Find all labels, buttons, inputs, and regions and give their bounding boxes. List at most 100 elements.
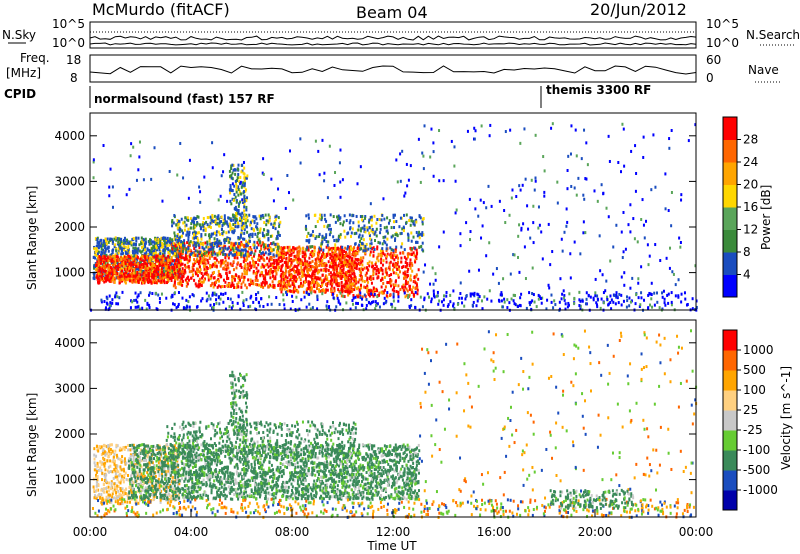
range-gate-cell bbox=[131, 271, 134, 275]
range-gate-cell bbox=[224, 263, 227, 267]
range-gate-cell bbox=[265, 223, 268, 227]
range-gate-cell bbox=[231, 163, 234, 167]
range-gate-cell bbox=[344, 246, 347, 250]
range-gate-cell bbox=[284, 266, 287, 270]
range-gate-cell bbox=[104, 239, 107, 243]
range-gate-cell bbox=[368, 264, 371, 268]
range-gate-cell bbox=[589, 295, 592, 299]
range-gate-cell bbox=[442, 298, 445, 302]
range-gate-cell bbox=[244, 189, 247, 193]
range-gate-cell bbox=[285, 256, 288, 260]
range-gate-cell bbox=[233, 229, 236, 233]
range-gate-cell bbox=[293, 284, 296, 288]
range-gate-cell bbox=[161, 237, 164, 241]
range-gate-cell bbox=[249, 261, 252, 265]
range-gate-cell bbox=[157, 293, 160, 297]
range-gate-cell bbox=[113, 264, 116, 268]
range-gate-cell bbox=[187, 238, 190, 242]
range-gate-cell bbox=[122, 257, 125, 261]
range-gate-cell bbox=[320, 278, 323, 282]
range-gate-cell bbox=[197, 253, 200, 257]
range-gate-cell bbox=[181, 229, 184, 233]
range-gate-cell bbox=[172, 241, 175, 245]
range-gate-cell bbox=[185, 298, 188, 302]
range-gate-cell bbox=[172, 253, 175, 257]
range-gate-cell bbox=[472, 300, 475, 304]
range-gate-cell bbox=[377, 252, 380, 256]
range-gate-cell bbox=[381, 242, 384, 246]
range-gate-cell bbox=[96, 268, 99, 272]
range-gate-cell bbox=[409, 223, 412, 227]
range-gate-cell bbox=[386, 231, 389, 235]
range-gate-cell bbox=[187, 278, 190, 282]
range-gate-cell bbox=[531, 299, 534, 303]
range-gate-cell bbox=[134, 274, 137, 278]
range-gate-cell bbox=[177, 223, 180, 227]
range-gate-cell bbox=[359, 274, 362, 278]
range-gate-cell bbox=[230, 218, 233, 222]
range-gate-cell bbox=[184, 278, 187, 282]
range-gate-cell bbox=[670, 303, 673, 307]
range-gate-cell bbox=[109, 265, 112, 269]
range-gate-cell bbox=[366, 280, 369, 284]
range-gate-cell bbox=[165, 281, 168, 285]
range-gate-cell bbox=[245, 244, 248, 248]
range-gate-cell bbox=[186, 241, 189, 245]
range-gate-cell bbox=[407, 267, 410, 271]
range-gate-cell bbox=[152, 276, 155, 280]
range-gate-cell bbox=[340, 249, 343, 253]
range-gate-cell bbox=[188, 305, 191, 309]
range-gate-cell bbox=[635, 171, 638, 175]
range-gate-cell bbox=[488, 241, 491, 245]
range-gate-cell bbox=[234, 241, 237, 245]
range-gate-cell bbox=[251, 256, 254, 260]
range-gate-cell bbox=[340, 258, 343, 262]
range-gate-cell bbox=[524, 177, 527, 181]
range-gate-cell bbox=[184, 224, 187, 228]
range-gate-cell bbox=[421, 222, 424, 226]
range-gate-cell bbox=[397, 273, 400, 277]
range-gate-cell bbox=[573, 302, 576, 306]
range-gate-cell bbox=[282, 277, 285, 281]
range-gate-cell bbox=[602, 291, 605, 295]
range-gate-cell bbox=[267, 219, 270, 223]
range-gate-cell bbox=[578, 298, 581, 302]
range-gate-cell bbox=[232, 163, 235, 167]
range-gate-cell bbox=[237, 167, 240, 171]
range-gate-cell bbox=[344, 235, 347, 239]
range-gate-cell bbox=[352, 250, 355, 254]
range-gate-cell bbox=[376, 218, 379, 222]
range-gate-cell bbox=[343, 255, 346, 259]
range-gate-cell bbox=[136, 300, 139, 304]
range-gate-cell bbox=[393, 220, 396, 224]
range-gate-cell bbox=[346, 264, 349, 268]
range-gate-cell bbox=[198, 277, 201, 281]
range-gate-cell bbox=[288, 258, 291, 262]
range-gate-cell bbox=[244, 265, 247, 269]
range-gate-cell bbox=[585, 297, 588, 301]
range-gate-cell bbox=[436, 290, 439, 294]
range-gate-cell bbox=[403, 289, 406, 293]
range-gate-cell bbox=[136, 273, 139, 277]
range-gate-cell bbox=[585, 291, 588, 295]
range-gate-cell bbox=[293, 282, 296, 286]
range-gate-cell bbox=[567, 301, 570, 305]
range-gate-cell bbox=[158, 255, 161, 259]
range-gate-cell bbox=[315, 235, 318, 239]
range-gate-cell bbox=[399, 232, 402, 236]
range-gate-cell bbox=[247, 264, 250, 268]
range-gate-cell bbox=[123, 248, 126, 252]
range-gate-cell bbox=[119, 246, 122, 250]
range-gate-cell bbox=[260, 244, 263, 248]
range-gate-cell bbox=[342, 284, 345, 288]
range-gate-cell bbox=[685, 303, 688, 307]
range-gate-cell bbox=[114, 236, 117, 240]
range-gate-cell bbox=[303, 266, 306, 270]
range-gate-cell bbox=[256, 235, 259, 239]
range-gate-cell bbox=[195, 216, 198, 220]
range-gate-cell bbox=[183, 220, 186, 224]
range-gate-cell bbox=[151, 240, 154, 244]
range-gate-cell bbox=[267, 265, 270, 269]
range-gate-cell bbox=[275, 266, 278, 270]
range-gate-cell bbox=[137, 267, 140, 271]
